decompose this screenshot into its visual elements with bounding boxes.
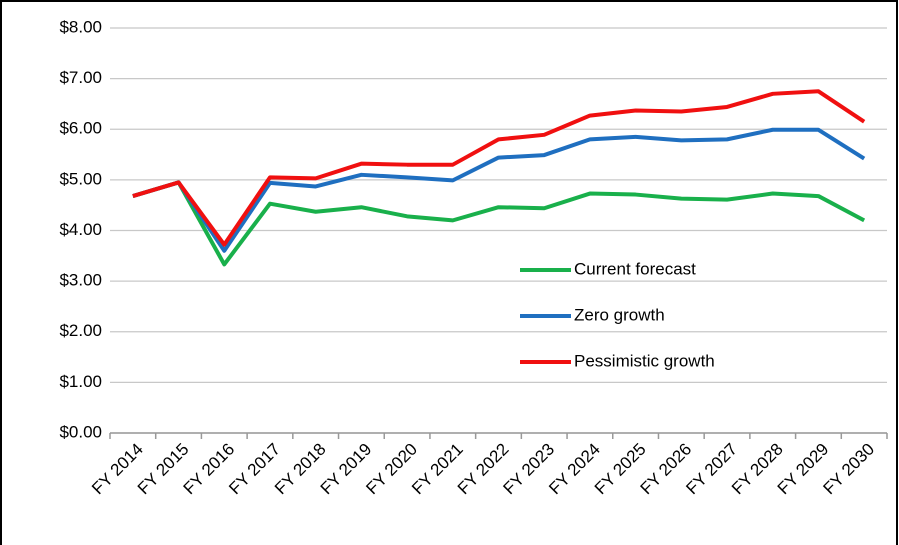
y-tick-label: $1.00 [59,372,102,391]
y-tick-label: $3.00 [59,271,102,290]
series-line [132,180,866,267]
y-tick-label: $8.00 [59,17,102,36]
y-tick-label: $7.00 [59,68,102,87]
series-line [132,127,866,253]
y-tick-label: $2.00 [59,321,102,340]
x-tick-label: FY 2030 [819,440,878,499]
series-line [132,89,866,247]
y-tick-label: $5.00 [59,169,102,188]
y-tick-label: $0.00 [59,422,102,441]
y-tick-label: $4.00 [59,220,102,239]
legend-label: Zero growth [574,305,665,324]
legend-label: Pessimistic growth [574,351,715,370]
y-tick-label: $6.00 [59,119,102,138]
legend-label: Current forecast [574,259,696,278]
